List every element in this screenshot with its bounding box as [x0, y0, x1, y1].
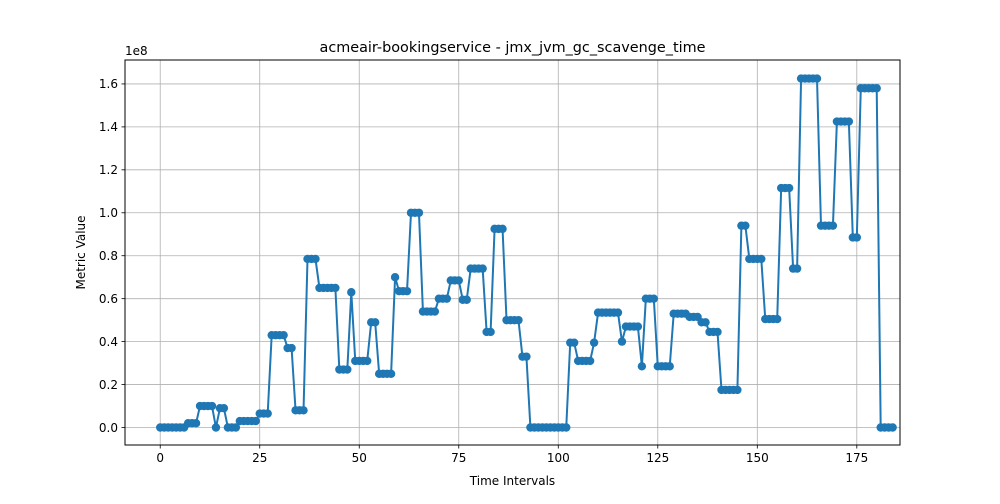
data-point	[402, 286, 412, 296]
y-tick-label: 0.2	[99, 378, 118, 392]
data-point	[701, 318, 710, 327]
data-point	[311, 254, 320, 264]
data-point	[637, 362, 647, 371]
data-point	[462, 295, 471, 304]
data-point	[872, 84, 881, 93]
data-point	[713, 327, 722, 337]
grid-lines	[125, 60, 900, 445]
data-point	[279, 330, 288, 340]
data-point	[390, 272, 400, 282]
data-point	[613, 308, 623, 317]
series-layer	[156, 74, 897, 432]
data-point	[812, 74, 822, 83]
data-point	[299, 406, 308, 415]
data-point	[414, 208, 424, 217]
data-point	[263, 409, 272, 418]
x-tick-label: 125	[646, 451, 669, 465]
data-point	[486, 327, 495, 337]
data-point	[343, 365, 352, 374]
data-point	[773, 314, 782, 324]
data-point	[589, 338, 599, 347]
data-point	[386, 369, 396, 379]
y-tick-label: 1.4	[99, 120, 118, 134]
data-point	[454, 276, 463, 285]
data-point	[562, 423, 571, 432]
data-point	[852, 233, 862, 242]
plot-frame	[124, 59, 901, 446]
data-point	[514, 315, 523, 325]
y-tick-label: 1.2	[99, 163, 118, 177]
y-axis-label: Metric Value	[74, 215, 88, 289]
data-point	[331, 283, 340, 293]
y-tick-label: 0.4	[99, 335, 118, 349]
y-tick-label: 0.8	[99, 249, 118, 263]
chart-title: acmeair-bookingservice - jmx_jvm_gc_scav…	[320, 40, 706, 56]
y-tick-label: 0.0	[99, 421, 118, 435]
x-tick-label: 75	[451, 451, 466, 465]
x-axis-label: Time Intervals	[469, 474, 555, 488]
y-tick-label: 1.6	[99, 77, 118, 91]
data-point	[570, 338, 579, 347]
data-point	[478, 264, 487, 273]
data-point	[191, 419, 201, 428]
data-point	[888, 423, 897, 432]
y-tick-label: 0.6	[99, 292, 118, 306]
data-point	[741, 221, 750, 230]
x-tick-label: 25	[252, 451, 267, 465]
data-point	[211, 423, 221, 432]
data-point	[784, 183, 794, 193]
x-tick-label: 175	[845, 451, 868, 465]
data-point	[430, 307, 440, 316]
data-point	[370, 318, 380, 327]
y-offset-label: 1e8	[125, 44, 148, 58]
data-point	[733, 385, 742, 395]
data-point	[207, 401, 217, 411]
data-point	[522, 352, 531, 361]
data-point	[633, 322, 643, 331]
data-point	[347, 288, 356, 297]
data-point	[757, 254, 766, 264]
tick-layer: 0 25 50 75 100 125 150 175 0.0 0.2 0.4 0.6 0.8 1.0 1.2…	[99, 77, 868, 465]
data-point	[844, 117, 854, 126]
data-point	[442, 294, 452, 303]
data-point	[665, 362, 674, 371]
data-point	[251, 416, 260, 426]
data-point	[828, 221, 838, 230]
data-point	[649, 294, 659, 303]
data-point	[231, 423, 241, 432]
x-tick-label: 0	[156, 451, 164, 465]
data-point	[792, 264, 802, 273]
data-point	[585, 356, 595, 366]
y-tick-label: 1.0	[99, 206, 118, 220]
x-tick-label: 100	[547, 451, 570, 465]
data-point	[287, 343, 296, 353]
data-point	[219, 403, 229, 413]
x-tick-label: 50	[352, 451, 367, 465]
data-point	[617, 337, 627, 346]
data-point	[498, 224, 507, 234]
data-point	[363, 356, 372, 366]
x-tick-label: 150	[746, 451, 769, 465]
